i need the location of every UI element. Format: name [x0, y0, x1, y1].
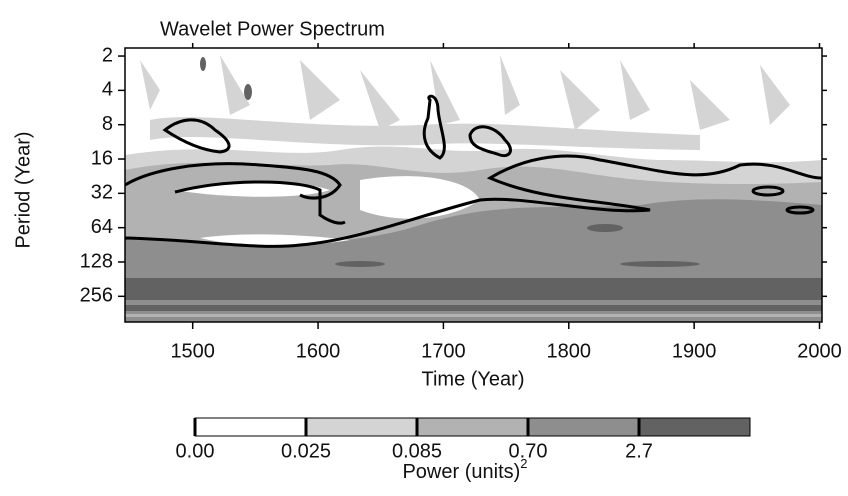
- contour-region: [125, 278, 822, 300]
- contour-line: [751, 185, 785, 197]
- contour-line: [174, 180, 346, 225]
- contour-region: [125, 204, 320, 225]
- x-tick-label: 1500: [170, 340, 215, 362]
- contour-region: [175, 176, 480, 246]
- contour-line: [422, 94, 446, 160]
- x-tick-label: 1700: [421, 340, 466, 362]
- y-tick-label: 8: [102, 113, 113, 135]
- colorbar-tick-label: 0.025: [281, 440, 331, 462]
- colorbar-swatch: [194, 417, 307, 437]
- contour-line: [125, 154, 822, 248]
- contour-line: [468, 125, 512, 158]
- colorbar-tick-label: 2.7: [625, 440, 653, 462]
- colorbar-swatch: [638, 417, 751, 437]
- contour-region: [125, 305, 822, 311]
- contour-region: [335, 261, 385, 267]
- x-tick-label: 1600: [296, 340, 341, 362]
- y-tick-label: 256: [80, 285, 113, 307]
- colorbar-swatch: [527, 417, 640, 437]
- y-tick-label: 64: [91, 216, 113, 238]
- colorbar-tick-label: 0.085: [392, 440, 442, 462]
- chart-title: Wavelet Power Spectrum: [160, 18, 385, 40]
- contour-line: [162, 118, 231, 154]
- plot-frame: [124, 47, 823, 323]
- colorbar-label-exponent: 2: [520, 456, 527, 471]
- colorbar-label: Power (units)2: [402, 456, 527, 483]
- y-tick-label: 4: [102, 79, 113, 101]
- contour-region: [620, 261, 700, 267]
- y-tick-label: 32: [91, 182, 113, 204]
- contour-field: [125, 48, 822, 322]
- y-tick-label: 2: [102, 44, 113, 66]
- x-tick-label: 1900: [672, 340, 717, 362]
- x-axis-label: Time (Year): [422, 368, 525, 390]
- x-tick-label: 1800: [547, 340, 592, 362]
- contour-region: [715, 285, 785, 291]
- colorbar-swatch: [305, 417, 418, 437]
- contour-line: [785, 205, 815, 215]
- contour-line: [125, 162, 342, 200]
- y-tick-label: 16: [91, 147, 113, 169]
- contour-region: [125, 314, 822, 317]
- colorbar-tick-label: 0.00: [176, 440, 215, 462]
- colorbar-swatch: [416, 417, 529, 437]
- colorbar-label-text: Power (units): [402, 461, 520, 483]
- y-axis-label: Period (Year): [12, 131, 34, 248]
- contour-region: [587, 224, 623, 232]
- contour-region: [140, 55, 790, 150]
- x-tick-label: 2000: [797, 340, 842, 362]
- colorbar-tick-label: 0.70: [509, 440, 548, 462]
- y-tick-label: 128: [80, 250, 113, 272]
- contour-region: [200, 57, 206, 71]
- contour-region: [244, 84, 252, 100]
